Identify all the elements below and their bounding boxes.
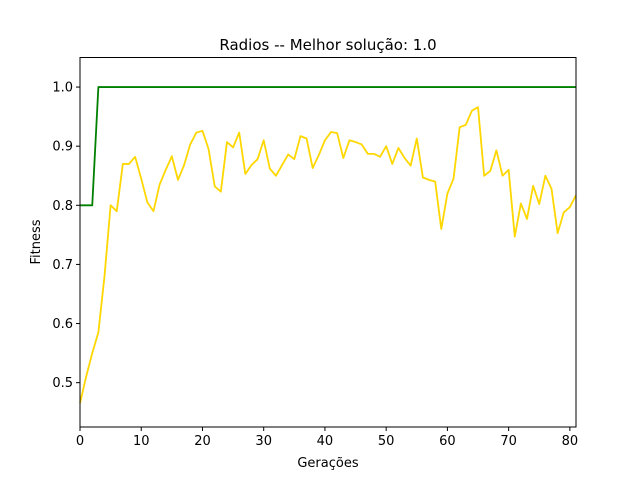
y-tick-label: 0.7 <box>52 258 73 273</box>
x-tick-label: 40 <box>317 434 334 449</box>
y-tick-label: 0.5 <box>52 376 73 391</box>
y-tick-label: 0.9 <box>52 140 73 155</box>
series-line-2 <box>79 106 577 404</box>
x-tick-label: 0 <box>76 434 84 449</box>
x-tick-label: 20 <box>194 434 211 449</box>
series-line-1 <box>80 86 576 207</box>
y-tick-label: 1.0 <box>52 81 73 96</box>
plot-area <box>79 86 577 404</box>
x-tick-label: 60 <box>439 434 456 449</box>
x-tick-label: 50 <box>378 434 395 449</box>
x-tick-label: 70 <box>500 434 517 449</box>
y-tick-label: 0.6 <box>52 317 73 332</box>
x-tick-label: 10 <box>133 434 150 449</box>
y-axis-label: Fitness <box>29 219 44 264</box>
axes-frame <box>79 57 577 428</box>
x-axis-label: Gerações <box>297 456 358 471</box>
x-tick-label: 30 <box>255 434 272 449</box>
x-tick-label: 80 <box>562 434 579 449</box>
axis-ticks: 0 10 20 30 40 50 60 70 80 0.5 0.6 0.7 0.8 0.9 1.0 <box>52 81 578 449</box>
y-tick-label: 0.8 <box>52 199 73 214</box>
chart-title: Radios -- Melhor solução: 1.0 <box>219 36 436 54</box>
